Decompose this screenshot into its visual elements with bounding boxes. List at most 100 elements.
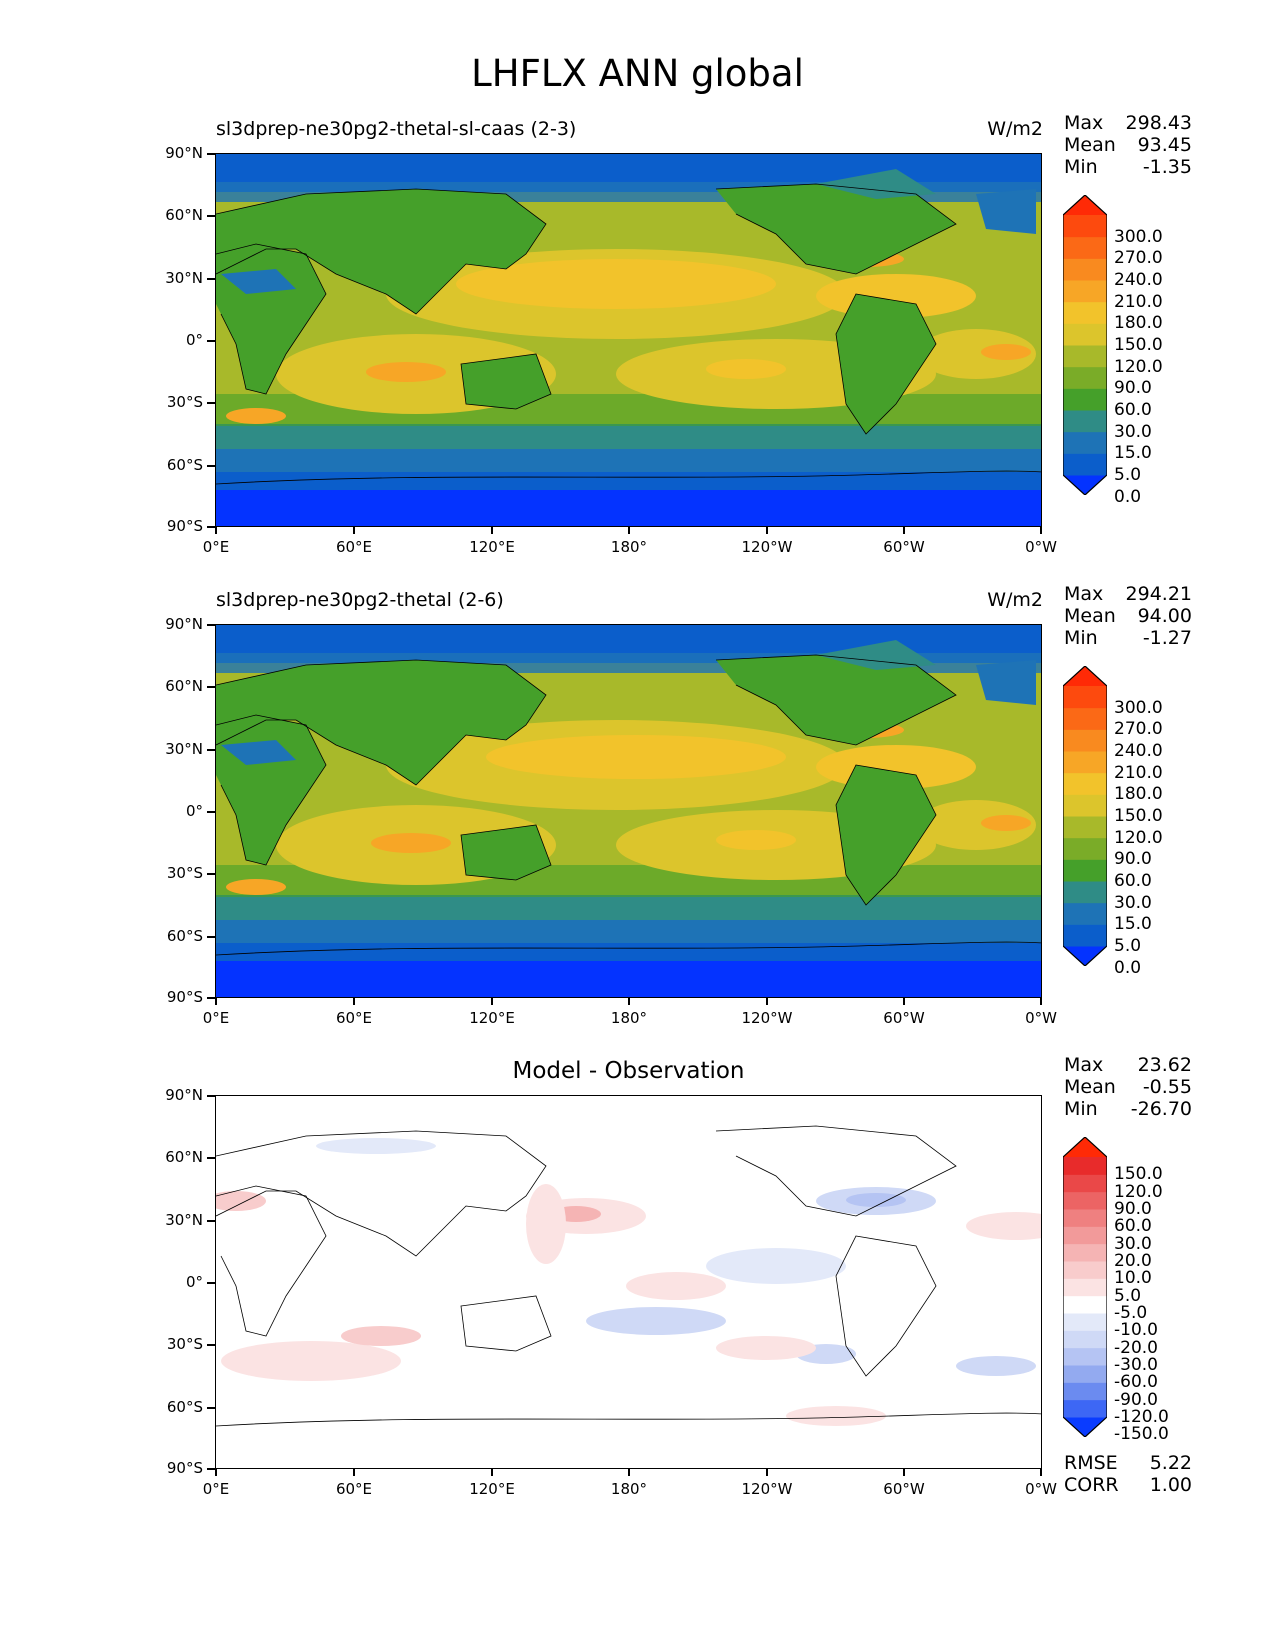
panel-model-reference: sl3dprep-ne30pg2-thetal (2-6) W/m2 Max 29… [0, 471, 1275, 1027]
colorbar-tick-label: 300.0 [1114, 226, 1163, 247]
colorbar-segment [1063, 215, 1107, 238]
lon-label: 120°E [469, 1480, 515, 1498]
colorbar-segment [1063, 236, 1107, 259]
colorbar-tick-label: 180.0 [1114, 784, 1163, 805]
lon-label: 60°E [335, 1009, 373, 1027]
lat-label: 60°N [165, 206, 203, 224]
colorbar-tick-label: 15.0 [1114, 914, 1152, 935]
colorbar-segment [1063, 1330, 1107, 1349]
lon-label: 120°W [741, 1009, 793, 1027]
colorbar-tick-label: 150.0 [1114, 335, 1163, 355]
stat-min: -1.27 [1142, 627, 1192, 649]
lat-label: 90°S [166, 517, 203, 535]
stat-max: 294.21 [1125, 583, 1192, 605]
colorbar-tick-label: 60.0 [1114, 1216, 1152, 1237]
colorbar [1063, 666, 1107, 966]
colorbar-segment [1063, 772, 1107, 795]
colorbar-tick-label: 120.0 [1114, 1181, 1163, 1202]
colorbar-segment [1063, 1174, 1107, 1193]
colorbar-segment [1063, 837, 1107, 860]
colorbar-segment [1063, 453, 1107, 476]
colorbar-cap-high [1063, 195, 1107, 215]
map-plot [215, 1095, 1042, 1469]
colorbar-tick-label: 90.0 [1114, 849, 1152, 870]
lon-label: 0°E [202, 1480, 230, 1498]
colorbar-tick-label: 30.0 [1114, 892, 1152, 913]
lon-label: 180° [610, 1009, 648, 1027]
colorbar-tick-label: -60.0 [1114, 1372, 1158, 1393]
colorbar-tick-label: -30.0 [1114, 1355, 1158, 1375]
colorbar-tick-label: 150.0 [1114, 1164, 1163, 1185]
colorbar-tick-label: -90.0 [1114, 1389, 1158, 1410]
lon-label: 0°W [1025, 1009, 1057, 1027]
colorbar-tick-label: 0.0 [1114, 957, 1142, 978]
colorbar-segment [1063, 1261, 1107, 1279]
colorbar-tick-label: 240.0 [1114, 270, 1163, 290]
stat-min: -1.35 [1142, 156, 1192, 178]
panel-title: sl3dprep-ne30pg2-thetal-sl-caas (2-3) [216, 118, 577, 140]
map-plot [215, 624, 1042, 998]
colorbar-segment [1063, 1399, 1107, 1418]
colorbar-cap-high [1063, 1137, 1107, 1157]
stat-max: 23.62 [1137, 1054, 1192, 1076]
colorbar-tick-label: 120.0 [1114, 827, 1163, 848]
colorbar-tick-label: 60.0 [1114, 400, 1152, 420]
colorbar-segment [1063, 1243, 1107, 1262]
lat-label: 30°S [166, 864, 203, 882]
colorbar-tick-label: 60.0 [1114, 871, 1152, 891]
colorbar-tick-label: 210.0 [1114, 762, 1163, 783]
colorbar-tick-label: 240.0 [1114, 741, 1163, 761]
panel-stats: Max 23.62 Mean -0.55 Min -26.70 [1064, 1054, 1192, 1120]
lat-label: 30°S [166, 1335, 203, 1353]
colorbar-segment [1063, 1295, 1107, 1314]
colorbar-segment [1063, 1209, 1107, 1227]
lon-label: 0°W [1025, 1480, 1057, 1498]
colorbar [1063, 195, 1107, 495]
colorbar-segment [1063, 388, 1107, 411]
lon-label: 120°E [469, 538, 515, 556]
colorbar-segment [1063, 1278, 1107, 1297]
colorbar-segment [1063, 1365, 1107, 1383]
panel-units: W/m2 [987, 118, 1043, 140]
map-plot [215, 153, 1042, 527]
lon-label: 60°E [335, 538, 373, 556]
colorbar-tick-label: -120.0 [1114, 1407, 1169, 1427]
colorbar-tick-label: 300.0 [1114, 697, 1163, 718]
lon-label: 60°W [883, 538, 925, 556]
colorbar-segment [1063, 366, 1107, 389]
colorbar-tick-label: -10.0 [1114, 1320, 1158, 1341]
colorbar-tick-label: 90.0 [1114, 1199, 1152, 1219]
colorbar-cap-low [1063, 1417, 1107, 1437]
colorbar-tick-label: 10.0 [1114, 1268, 1152, 1289]
colorbar-tick-label: 90.0 [1114, 378, 1152, 399]
colorbar-tick-label: 30.0 [1114, 1233, 1152, 1254]
lat-label: 60°S [166, 1398, 203, 1416]
colorbar-tick-label: 30.0 [1114, 421, 1152, 442]
colorbar-segment [1063, 280, 1107, 303]
colorbar-tick-label: 120.0 [1114, 356, 1163, 377]
colorbar-segment [1063, 258, 1107, 281]
lat-label: 30°N [165, 740, 203, 758]
colorbar-segment [1063, 859, 1107, 882]
lon-label: 60°W [883, 1009, 925, 1027]
lat-label: 60°N [165, 677, 203, 695]
panel-title: sl3dprep-ne30pg2-thetal (2-6) [216, 589, 504, 611]
lat-label: 90°S [166, 1459, 203, 1477]
colorbar-tick-label: 5.0 [1114, 1285, 1142, 1306]
lon-label: 120°E [469, 1009, 515, 1027]
colorbar-tick-label: 5.0 [1114, 465, 1142, 485]
colorbar-segment [1063, 686, 1107, 709]
colorbar-segment [1063, 902, 1107, 925]
stat-mean: -0.55 [1142, 1076, 1192, 1098]
colorbar-segment [1063, 1313, 1107, 1331]
lon-label: 0°W [1025, 538, 1057, 556]
panel-stats: Max 298.43 Mean 93.45 Min -1.35 [1064, 112, 1192, 178]
lat-label: 60°S [166, 927, 203, 945]
lat-label: 0° [185, 1273, 203, 1291]
lon-label: 60°E [335, 1480, 373, 1498]
lat-label: 0° [185, 331, 203, 349]
stat-rmse: 5.22 [1149, 1452, 1192, 1474]
colorbar [1063, 1137, 1107, 1437]
colorbar-segment [1063, 924, 1107, 947]
panel-stats: Max 294.21 Mean 94.00 Min -1.27 [1064, 583, 1192, 649]
